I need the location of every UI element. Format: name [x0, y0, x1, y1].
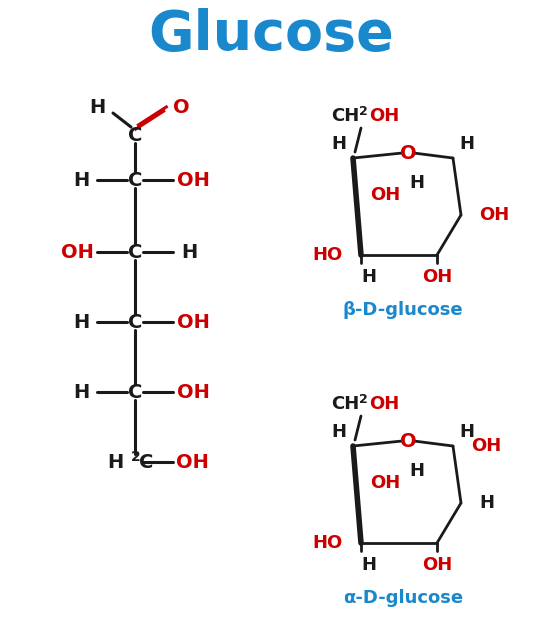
Text: HO: HO [313, 246, 343, 264]
Text: H: H [479, 494, 494, 512]
Text: O: O [400, 431, 416, 451]
Text: OH: OH [176, 383, 210, 401]
Text: CH: CH [331, 107, 359, 125]
Text: H: H [181, 243, 197, 262]
Text: O: O [400, 143, 416, 163]
Text: HO: HO [313, 534, 343, 552]
Text: C: C [128, 243, 142, 262]
Text: H: H [459, 423, 475, 441]
Text: OH: OH [175, 452, 209, 472]
Text: H: H [459, 135, 475, 153]
Text: 2: 2 [131, 450, 141, 464]
Text: H: H [331, 423, 346, 441]
Text: OH: OH [479, 206, 509, 224]
Text: OH: OH [369, 395, 399, 413]
Text: β-D-glucose: β-D-glucose [343, 301, 463, 319]
Text: OH: OH [422, 268, 452, 286]
Text: C: C [128, 383, 142, 401]
Text: H: H [89, 97, 105, 116]
Text: 2: 2 [359, 104, 368, 118]
Text: OH: OH [176, 312, 210, 332]
Text: H: H [409, 174, 425, 192]
Text: CH: CH [331, 395, 359, 413]
Text: α-D-glucose: α-D-glucose [343, 589, 463, 607]
Text: OH: OH [422, 556, 452, 574]
Text: OH: OH [370, 186, 400, 204]
Text: H: H [73, 312, 89, 332]
Text: OH: OH [369, 107, 399, 125]
Text: C: C [139, 452, 153, 472]
Text: 2: 2 [359, 392, 368, 406]
Text: C: C [128, 125, 142, 145]
Text: C: C [128, 170, 142, 189]
Text: Glucose: Glucose [148, 8, 394, 62]
Text: H: H [362, 556, 376, 574]
Text: H: H [409, 462, 425, 480]
Text: O: O [173, 97, 190, 116]
Text: OH: OH [61, 243, 93, 262]
Text: OH: OH [471, 437, 501, 455]
Text: OH: OH [370, 474, 400, 492]
Text: H: H [362, 268, 376, 286]
Text: H: H [331, 135, 346, 153]
Text: C: C [128, 312, 142, 332]
Text: H: H [73, 170, 89, 189]
Text: OH: OH [176, 170, 210, 189]
Text: H: H [107, 452, 123, 472]
Text: H: H [73, 383, 89, 401]
